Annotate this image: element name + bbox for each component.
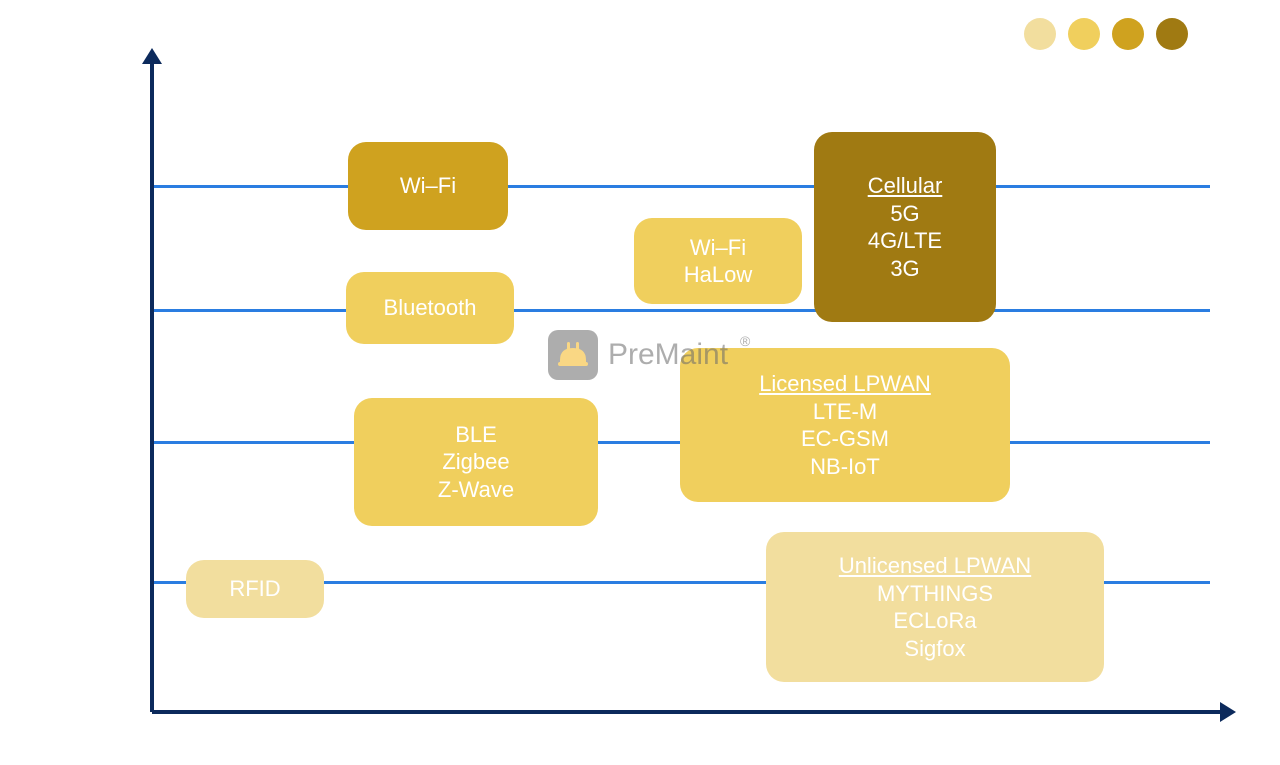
box-licensed_lpwan-line-1: EC-GSM — [801, 425, 889, 453]
legend-dot-0 — [1024, 18, 1056, 50]
watermark-icon — [548, 330, 598, 380]
box-licensed_lpwan-title: Licensed LPWAN — [759, 370, 931, 398]
legend-dot-2 — [1112, 18, 1144, 50]
box-rfid: RFID — [186, 560, 324, 618]
legend-dot-3 — [1156, 18, 1188, 50]
box-wifi_halow-line-1: HaLow — [684, 261, 752, 289]
watermark-registered-icon: ® — [740, 333, 750, 349]
box-unlicensed_lpwan-title: Unlicensed LPWAN — [839, 552, 1031, 580]
x-axis-arrow — [1220, 702, 1236, 722]
box-ble_zigbee_zwave-line-0: BLE — [455, 421, 497, 449]
y-axis-arrow — [142, 48, 162, 64]
gridline-1 — [154, 185, 1210, 188]
box-licensed_lpwan: Licensed LPWANLTE-MEC-GSMNB-IoT — [680, 348, 1010, 502]
box-wifi_halow-line-0: Wi–Fi — [690, 234, 746, 262]
box-cellular-line-2: 3G — [890, 255, 919, 283]
box-wifi-line-0: Wi–Fi — [400, 172, 456, 200]
box-licensed_lpwan-line-2: NB-IoT — [810, 453, 880, 481]
box-unlicensed_lpwan-line-1: ECLoRa — [893, 607, 976, 635]
legend — [1024, 18, 1188, 50]
box-bluetooth-line-0: Bluetooth — [384, 294, 477, 322]
box-cellular-line-0: 5G — [890, 200, 919, 228]
gridline-2 — [154, 309, 1210, 312]
box-cellular-title: Cellular — [868, 172, 943, 200]
x-axis — [152, 710, 1222, 714]
box-unlicensed_lpwan: Unlicensed LPWANMYTHINGSECLoRaSigfox — [766, 532, 1104, 682]
box-unlicensed_lpwan-line-2: Sigfox — [904, 635, 965, 663]
box-unlicensed_lpwan-line-0: MYTHINGS — [877, 580, 993, 608]
box-rfid-line-0: RFID — [229, 575, 280, 603]
box-ble_zigbee_zwave-line-1: Zigbee — [442, 448, 509, 476]
box-ble_zigbee_zwave-line-2: Z-Wave — [438, 476, 514, 504]
y-axis — [150, 58, 154, 712]
box-ble_zigbee_zwave: BLEZigbeeZ-Wave — [354, 398, 598, 526]
box-wifi_halow: Wi–FiHaLow — [634, 218, 802, 304]
box-cellular-line-1: 4G/LTE — [868, 227, 942, 255]
legend-dot-1 — [1068, 18, 1100, 50]
box-wifi: Wi–Fi — [348, 142, 508, 230]
box-bluetooth: Bluetooth — [346, 272, 514, 344]
diagram-canvas: RFIDWi–FiBluetoothBLEZigbeeZ-WaveWi–FiHa… — [0, 0, 1280, 765]
box-licensed_lpwan-line-0: LTE-M — [813, 398, 877, 426]
box-cellular: Cellular5G4G/LTE3G — [814, 132, 996, 322]
